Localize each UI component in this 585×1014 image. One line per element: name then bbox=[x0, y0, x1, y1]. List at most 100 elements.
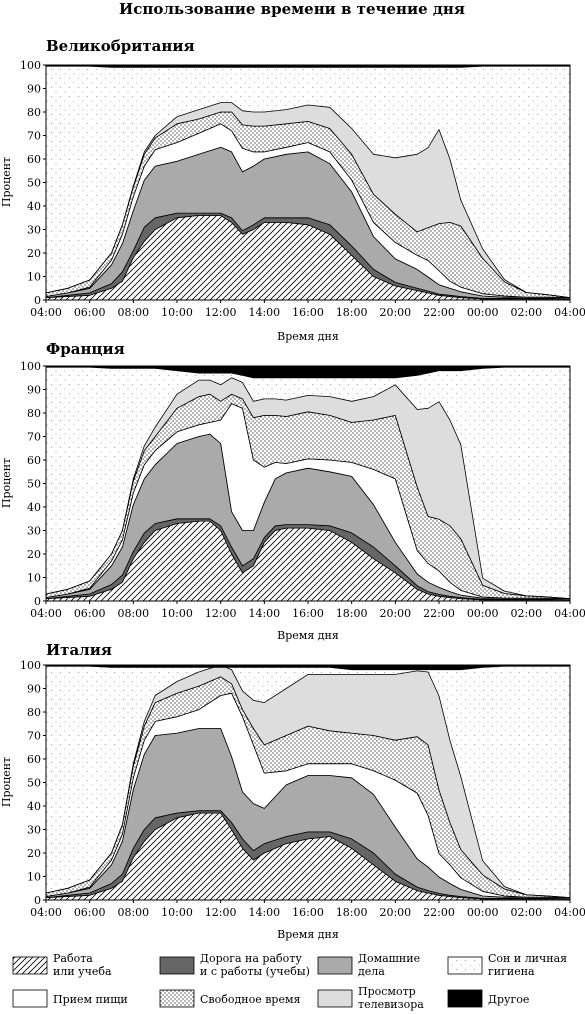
x-tick-label: 04:00 bbox=[554, 306, 585, 319]
x-tick-label: 00:00 bbox=[467, 906, 499, 919]
x-tick-label: 04:00 bbox=[554, 607, 585, 620]
x-tick-label: 10:00 bbox=[161, 306, 193, 319]
legend-label: Сон и личная bbox=[488, 952, 567, 965]
x-tick-label: 20:00 bbox=[379, 607, 411, 620]
y-tick-label: 70 bbox=[27, 431, 41, 444]
y-tick-label: 80 bbox=[27, 106, 41, 119]
panel-title: Франция bbox=[46, 340, 125, 358]
x-tick-label: 22:00 bbox=[423, 306, 455, 319]
y-tick-label: 20 bbox=[27, 847, 41, 860]
x-axis-label: Время дня bbox=[277, 928, 339, 941]
y-tick-label: 30 bbox=[27, 824, 41, 837]
x-tick-label: 08:00 bbox=[117, 306, 149, 319]
x-tick-label: 12:00 bbox=[205, 607, 237, 620]
legend-item-другое: Другое bbox=[447, 989, 529, 1008]
x-tick-label: 16:00 bbox=[292, 306, 324, 319]
x-tick-label: 08:00 bbox=[117, 906, 149, 919]
panel-title: Италия bbox=[46, 641, 112, 659]
legend-label: Работа bbox=[53, 952, 93, 965]
x-tick-label: 14:00 bbox=[248, 306, 280, 319]
y-tick-label: 80 bbox=[27, 706, 41, 719]
y-tick-label: 0 bbox=[34, 894, 41, 907]
y-tick-label: 70 bbox=[27, 730, 41, 743]
x-tick-label: 16:00 bbox=[292, 607, 324, 620]
x-tick-label: 12:00 bbox=[205, 906, 237, 919]
x-tick-label: 14:00 bbox=[248, 906, 280, 919]
x-tick-label: 02:00 bbox=[510, 607, 542, 620]
legend-swatch bbox=[12, 956, 48, 975]
y-tick-label: 90 bbox=[27, 384, 41, 397]
legend-label: Дорога на работу bbox=[200, 952, 302, 965]
panel-france: Франция 0 10 20 30 40 50 60 70 80 90 100 04:00 06:00… bbox=[0, 340, 585, 642]
x-tick-label: 22:00 bbox=[423, 607, 455, 620]
legend-label: телевизора bbox=[358, 998, 424, 1011]
legend-label: Свободное время bbox=[200, 993, 301, 1006]
x-tick-label: 00:00 bbox=[467, 306, 499, 319]
legend-label: дела bbox=[358, 965, 385, 978]
y-tick-label: 90 bbox=[27, 683, 41, 696]
x-tick-label: 00:00 bbox=[467, 607, 499, 620]
y-tick-label: 10 bbox=[27, 271, 41, 284]
y-tick-label: 50 bbox=[27, 478, 41, 491]
legend-swatch bbox=[317, 956, 353, 975]
y-tick-label: 30 bbox=[27, 224, 41, 237]
x-tick-label: 18:00 bbox=[336, 906, 368, 919]
legend-swatch bbox=[12, 989, 48, 1008]
x-tick-label: 18:00 bbox=[336, 607, 368, 620]
x-axis-label: Время дня bbox=[277, 629, 339, 642]
y-tick-label: 20 bbox=[27, 247, 41, 260]
legend-label: Прием пищи bbox=[53, 993, 128, 1006]
legend-swatch bbox=[317, 989, 353, 1008]
x-tick-label: 04:00 bbox=[554, 906, 585, 919]
panel-uk: Великобритания 0 10 20 30 40 50 60 70 80 90 100 04:… bbox=[0, 37, 585, 343]
y-tick-label: 0 bbox=[34, 294, 41, 307]
legend-swatch bbox=[447, 989, 483, 1008]
y-tick-label: 20 bbox=[27, 548, 41, 561]
y-tick-label: 100 bbox=[20, 59, 41, 72]
x-tick-label: 10:00 bbox=[161, 607, 193, 620]
legend-label: и с работы (учебы) bbox=[200, 965, 310, 978]
x-tick-label: 04:00 bbox=[30, 906, 62, 919]
y-tick-label: 100 bbox=[20, 360, 41, 373]
y-tick-label: 60 bbox=[27, 153, 41, 166]
y-tick-label: 30 bbox=[27, 525, 41, 538]
x-tick-label: 02:00 bbox=[510, 306, 542, 319]
legend-label: Другое bbox=[488, 993, 529, 1006]
x-tick-label: 20:00 bbox=[379, 306, 411, 319]
y-tick-label: 10 bbox=[27, 871, 41, 884]
legend-label: или учеба bbox=[53, 965, 112, 978]
y-axis-label: Процент bbox=[0, 458, 13, 508]
y-tick-label: 100 bbox=[20, 659, 41, 672]
y-tick-label: 40 bbox=[27, 501, 41, 514]
y-tick-label: 80 bbox=[27, 407, 41, 420]
y-axis-label: Процент bbox=[0, 757, 13, 807]
y-tick-label: 60 bbox=[27, 753, 41, 766]
y-tick-label: 50 bbox=[27, 777, 41, 790]
legend-label: гигиена bbox=[488, 965, 535, 978]
legend-label: Домашние bbox=[358, 952, 420, 965]
panel-title: Великобритания bbox=[46, 37, 195, 55]
legend-item-прием-пищи: Прием пищи bbox=[12, 989, 128, 1008]
x-tick-label: 22:00 bbox=[423, 906, 455, 919]
x-tick-label: 04:00 bbox=[30, 306, 62, 319]
x-tick-label: 06:00 bbox=[74, 306, 106, 319]
y-tick-label: 10 bbox=[27, 572, 41, 585]
x-tick-label: 02:00 bbox=[510, 906, 542, 919]
x-tick-label: 16:00 bbox=[292, 906, 324, 919]
y-tick-label: 70 bbox=[27, 130, 41, 143]
x-tick-label: 10:00 bbox=[161, 906, 193, 919]
x-tick-label: 06:00 bbox=[74, 906, 106, 919]
panel-italy: Италия 0 10 20 30 40 50 60 70 80 90 100 04:00 06:00 0… bbox=[0, 641, 585, 941]
y-tick-label: 50 bbox=[27, 177, 41, 190]
x-tick-label: 14:00 bbox=[248, 607, 280, 620]
x-tick-label: 06:00 bbox=[74, 607, 106, 620]
x-tick-label: 12:00 bbox=[205, 306, 237, 319]
x-tick-label: 18:00 bbox=[336, 306, 368, 319]
